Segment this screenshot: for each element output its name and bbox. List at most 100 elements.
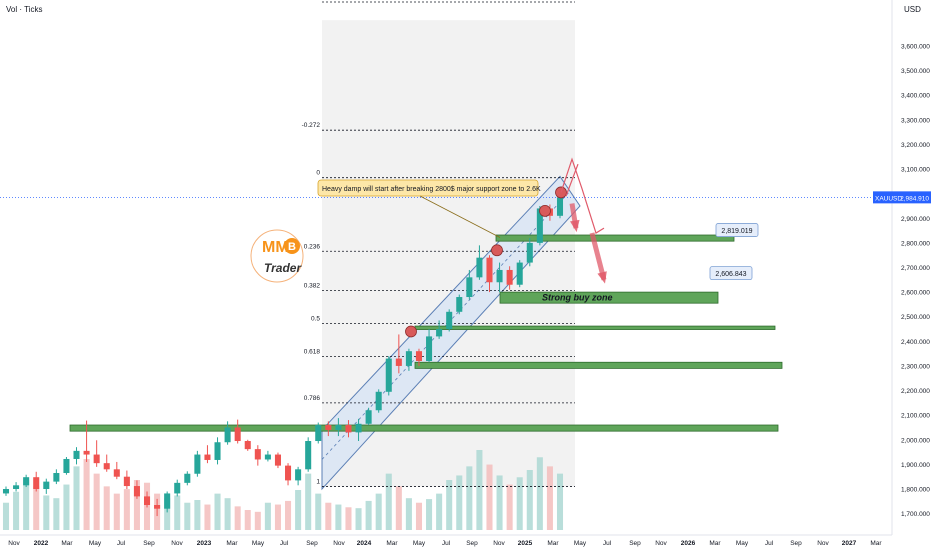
candle-body <box>305 441 312 470</box>
candle-body <box>385 358 392 392</box>
volume-bar <box>466 466 473 530</box>
candle-body <box>194 454 201 474</box>
candle-body <box>456 297 463 312</box>
volume-bar <box>476 450 483 530</box>
x-tick-label: May <box>252 540 265 547</box>
support-zone-2050 <box>69 424 779 432</box>
candle-body <box>123 476 130 487</box>
candle-body <box>476 257 483 278</box>
candle-body <box>315 425 322 442</box>
volume-bar <box>506 484 513 530</box>
volume-bar <box>285 500 292 530</box>
volume-bar <box>204 504 211 530</box>
volume-bar <box>536 457 543 530</box>
volume-bar <box>214 493 221 530</box>
volume-bar <box>526 470 533 530</box>
price-label-text: 2,819.019 <box>721 228 752 235</box>
volume-bar <box>123 489 130 530</box>
volume-bar <box>325 502 332 530</box>
y-tick-label: 3,100.000 <box>901 167 930 174</box>
candle-body <box>345 425 352 433</box>
candle-body <box>43 481 50 490</box>
candle-body <box>73 450 80 459</box>
volume-bar <box>446 480 453 530</box>
candle-body <box>446 311 453 330</box>
candle-body <box>516 262 523 285</box>
x-tick-label: May <box>736 540 749 547</box>
fib-layer: -0.272 0 0.236 0.382 0.5 0.618 0.786 1 <box>302 1 575 487</box>
volume-bar <box>426 499 433 530</box>
volume-bar <box>103 486 110 530</box>
down-arrow-2-shaft <box>589 232 607 281</box>
touch-marker <box>491 244 503 257</box>
y-tick-label: 2,400.000 <box>901 339 930 346</box>
candle-body <box>436 329 443 337</box>
volume-bar <box>2 502 10 530</box>
volume-bar <box>556 473 564 530</box>
x-tick-label: Jul <box>117 540 126 547</box>
candle-body <box>63 458 70 474</box>
volume-bar <box>224 498 231 530</box>
candle-body <box>23 477 30 486</box>
down-arrow-1-head <box>570 219 580 233</box>
x-tick-label: 2023 <box>197 540 212 547</box>
volume-bar <box>395 486 402 530</box>
y-tick-label: 1,700.000 <box>901 511 930 518</box>
candle-body <box>405 351 412 366</box>
x-tick-label: Nov <box>493 540 505 547</box>
support-zone-2300 <box>414 361 783 369</box>
candle-body <box>355 423 362 433</box>
volume-bar <box>254 511 261 530</box>
x-tick-label: Nov <box>333 540 345 547</box>
x-tick-label: Nov <box>655 540 667 547</box>
candle-body <box>13 485 20 490</box>
y-tick-label: 2,000.000 <box>901 437 930 444</box>
y-tick-label: 3,300.000 <box>901 117 930 124</box>
callout-box <box>317 179 539 197</box>
x-tick-label: Mar <box>386 540 398 547</box>
volume-bar <box>365 500 372 530</box>
volume-bar <box>194 500 201 530</box>
fib-label: 0.618 <box>304 349 321 356</box>
candle-body <box>174 482 181 494</box>
candle-body <box>325 425 332 430</box>
volume-bar <box>43 495 50 530</box>
y-tick-label: 2,700.000 <box>901 265 930 272</box>
y-tick-label: 2,300.000 <box>901 363 930 370</box>
candle-body <box>234 427 241 442</box>
volume-bar <box>345 507 352 530</box>
candle-body <box>103 463 110 470</box>
price-label-box <box>709 266 753 281</box>
fib-label: 0.786 <box>304 395 321 402</box>
candle-body <box>556 197 564 216</box>
support-zone-2450 <box>414 325 776 330</box>
volume-bar <box>23 480 30 530</box>
candle-body <box>244 441 251 450</box>
candle-body <box>154 505 161 509</box>
indicator-label: Vol · Ticks <box>6 5 42 14</box>
volume-bar <box>33 486 40 530</box>
y-tick-label: 2,900.000 <box>901 216 930 223</box>
fib-label: -0.272 <box>302 122 321 129</box>
price-label-box <box>715 223 759 237</box>
x-tick-label: 2025 <box>518 540 533 547</box>
x-tick-label: Sep <box>306 540 318 547</box>
bitcoin-icon <box>284 238 300 254</box>
x-tick-label: May <box>413 540 426 547</box>
x-tick-label: Mar <box>709 540 721 547</box>
volume-bar <box>174 495 181 530</box>
y-tick-label: 3,400.000 <box>901 93 930 100</box>
x-tick-label: Sep <box>790 540 802 547</box>
volume-bar <box>436 493 443 530</box>
candle-body <box>164 493 171 509</box>
last-price-symbol: XAUUSD <box>875 195 902 202</box>
y-tick-label: 1,800.000 <box>901 487 930 494</box>
candle-body <box>93 454 100 464</box>
candle-body <box>184 473 191 483</box>
candle-body <box>33 477 40 490</box>
touch-marker <box>539 204 551 217</box>
y-tick-label: 3,500.000 <box>901 68 930 75</box>
